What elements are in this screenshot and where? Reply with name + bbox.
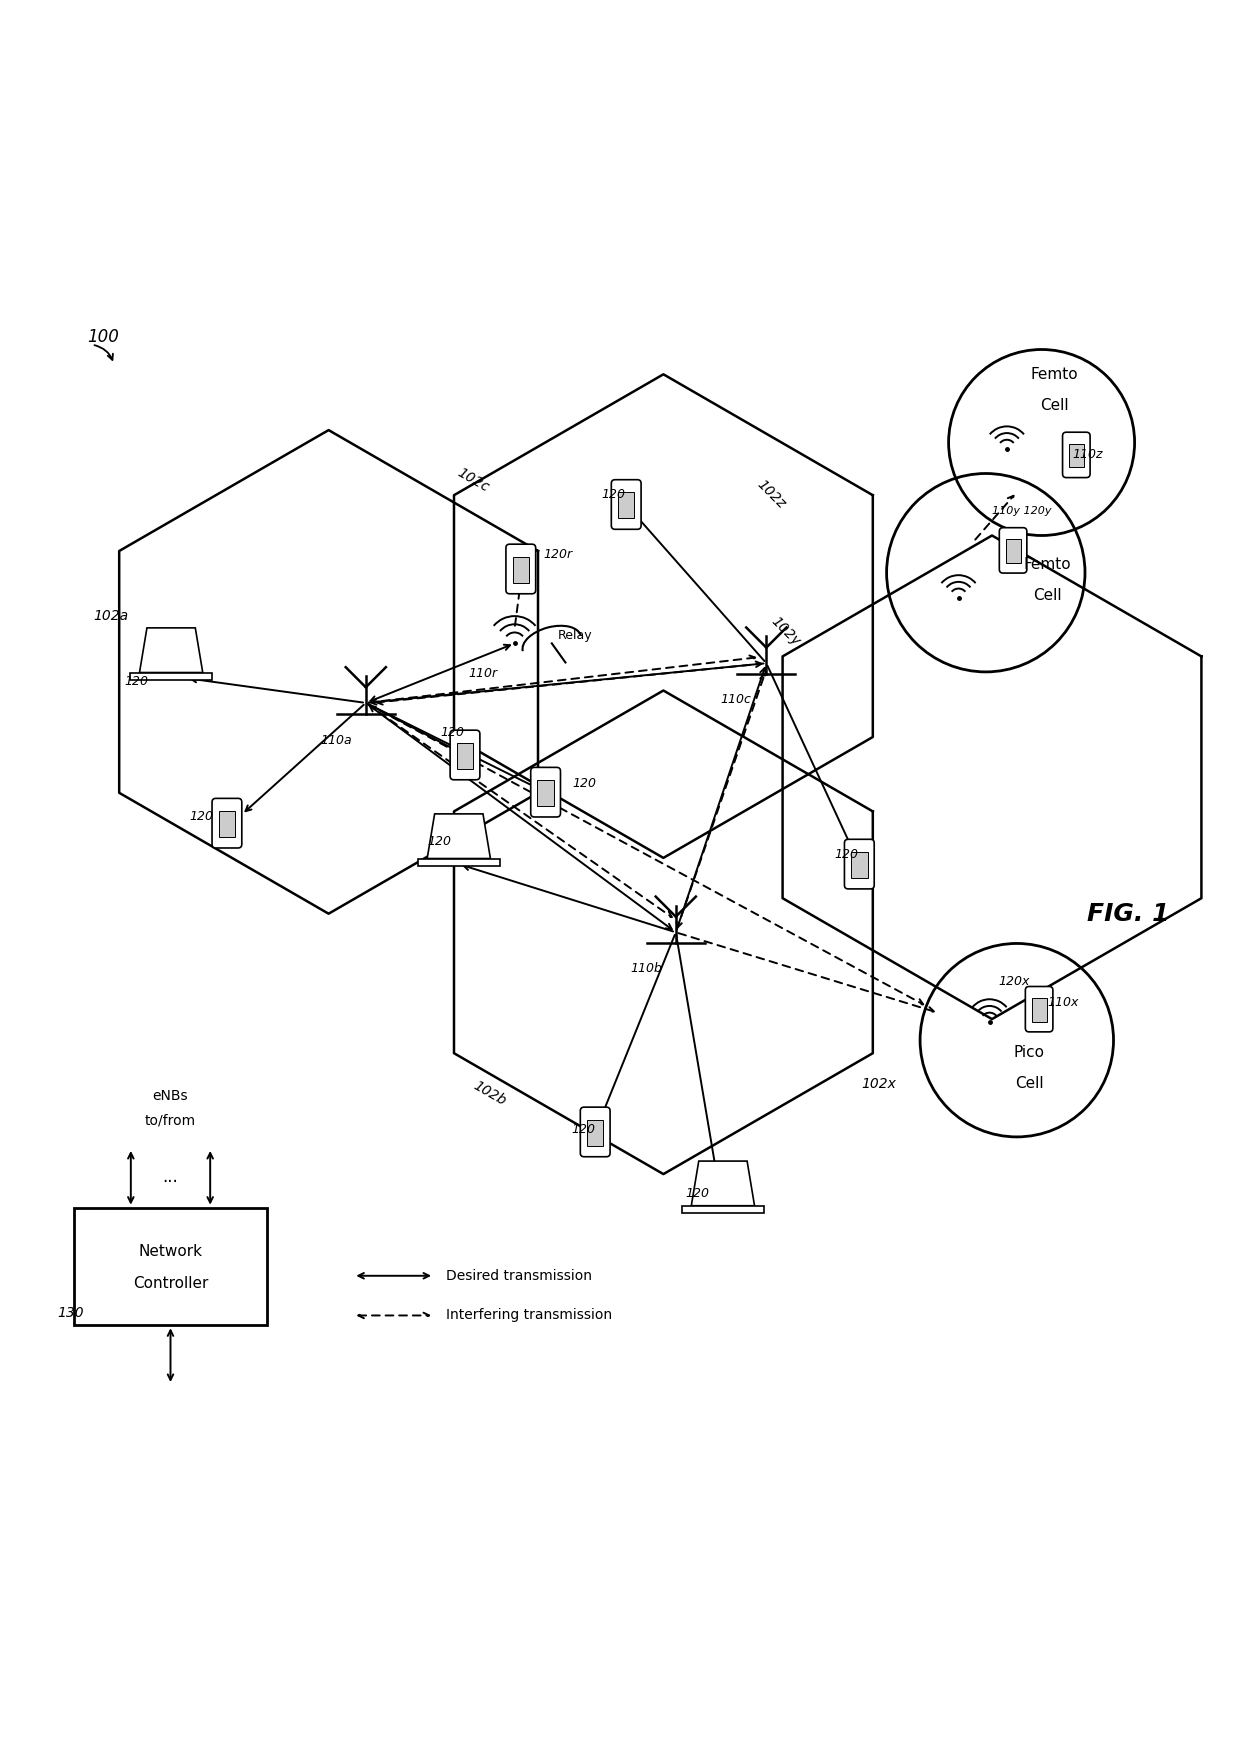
Text: ...: ... [162, 1167, 179, 1185]
Text: Cell: Cell [1014, 1076, 1044, 1090]
Text: 110x: 110x [1048, 996, 1079, 1010]
Text: Network: Network [139, 1245, 202, 1259]
Polygon shape [692, 1160, 754, 1206]
FancyBboxPatch shape [1032, 997, 1047, 1022]
Text: Cell: Cell [1039, 398, 1069, 412]
FancyBboxPatch shape [618, 493, 635, 519]
Polygon shape [130, 673, 212, 680]
FancyBboxPatch shape [456, 743, 474, 768]
FancyBboxPatch shape [587, 1120, 604, 1145]
Text: Femto: Femto [1024, 556, 1071, 571]
Text: 120x: 120x [998, 975, 1029, 989]
Text: 120: 120 [572, 1124, 595, 1136]
Text: 110b: 110b [630, 962, 662, 975]
Text: 120: 120 [440, 726, 464, 740]
Text: Femto: Femto [1030, 366, 1078, 382]
FancyBboxPatch shape [212, 798, 242, 848]
FancyBboxPatch shape [1006, 540, 1021, 563]
FancyBboxPatch shape [531, 768, 560, 817]
Text: 120r: 120r [543, 547, 572, 561]
Text: 110z: 110z [1073, 449, 1104, 461]
FancyBboxPatch shape [74, 1208, 267, 1325]
Text: 102z: 102z [754, 477, 787, 512]
Text: 120: 120 [601, 487, 625, 501]
Text: 110r: 110r [469, 666, 497, 680]
FancyBboxPatch shape [537, 780, 554, 806]
FancyBboxPatch shape [506, 543, 536, 594]
Text: 102b: 102b [471, 1078, 508, 1108]
FancyBboxPatch shape [844, 840, 874, 889]
FancyBboxPatch shape [512, 557, 529, 582]
FancyBboxPatch shape [218, 812, 236, 836]
FancyBboxPatch shape [1025, 987, 1053, 1033]
Text: Pico: Pico [1014, 1045, 1044, 1061]
Text: 110y 120y: 110y 120y [992, 505, 1052, 515]
Polygon shape [682, 1206, 764, 1213]
Text: 120: 120 [190, 810, 213, 824]
Text: Desired transmission: Desired transmission [446, 1269, 593, 1283]
Text: 102a: 102a [93, 608, 128, 622]
Text: 120: 120 [573, 777, 596, 791]
Text: 110c: 110c [720, 692, 751, 706]
Text: to/from: to/from [145, 1113, 196, 1127]
FancyBboxPatch shape [580, 1108, 610, 1157]
FancyBboxPatch shape [611, 480, 641, 529]
FancyBboxPatch shape [1069, 444, 1084, 468]
Text: 110a: 110a [320, 733, 352, 747]
Text: Interfering transmission: Interfering transmission [446, 1308, 613, 1322]
FancyBboxPatch shape [450, 731, 480, 780]
Text: 120: 120 [686, 1187, 709, 1201]
FancyBboxPatch shape [999, 528, 1027, 573]
Text: 102y: 102y [769, 614, 804, 649]
Polygon shape [418, 859, 500, 866]
Text: 130: 130 [57, 1306, 83, 1320]
FancyBboxPatch shape [851, 852, 868, 878]
Text: 120: 120 [835, 848, 858, 861]
Polygon shape [140, 628, 203, 673]
Text: Cell: Cell [1033, 587, 1063, 603]
Text: 102c: 102c [455, 465, 492, 494]
Text: FIG. 1: FIG. 1 [1087, 901, 1169, 926]
Text: 120: 120 [428, 834, 451, 848]
Text: 102x: 102x [862, 1076, 897, 1090]
Text: eNBs: eNBs [153, 1089, 188, 1103]
Text: Controller: Controller [133, 1276, 208, 1292]
FancyBboxPatch shape [1063, 433, 1090, 477]
Text: 100: 100 [87, 328, 119, 345]
Polygon shape [427, 813, 491, 859]
Text: Relay: Relay [558, 629, 593, 642]
Text: 120: 120 [124, 675, 148, 689]
